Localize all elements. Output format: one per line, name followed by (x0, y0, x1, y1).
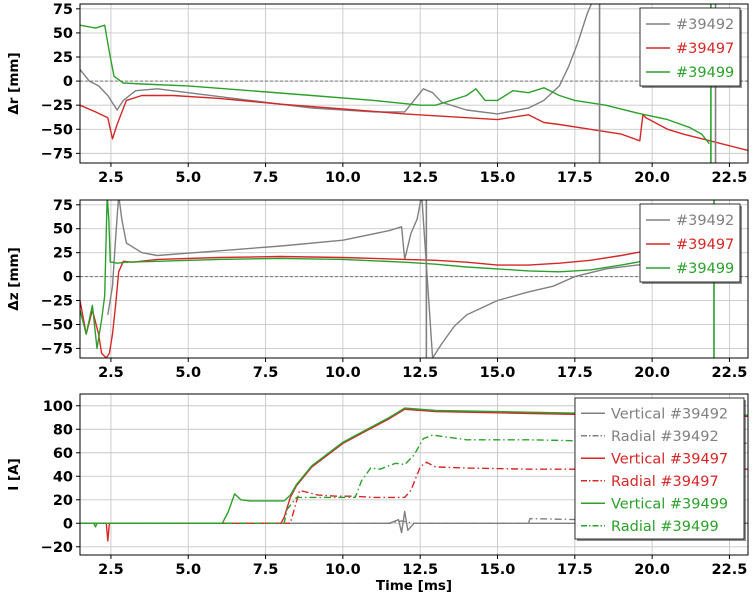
axes-frame (79, 3, 749, 164)
x-tick-label: 10.0 (325, 365, 361, 381)
y-tick-label: 20 (53, 493, 73, 509)
x-tick-label: 5.0 (175, 562, 201, 578)
y-tick-label: −20 (41, 540, 73, 556)
x-tick-label: 12.5 (402, 170, 438, 186)
x-tick-label: 5.0 (175, 170, 201, 186)
y-tick-label: −50 (41, 122, 73, 138)
y-tick-label: 100 (43, 399, 73, 415)
series-line-6 (80, 434, 748, 524)
legend-entry-label: Vertical #39492 (611, 406, 728, 422)
panel-3: 2.5 5.0 7.5 10.0 12.5 15.0 17.5 20.0 22.5 −20 0 20 4… (6, 393, 749, 594)
x-tick-label: 2.5 (98, 170, 124, 186)
x-tick-label: 15.0 (480, 562, 516, 578)
legend-entry-label: #39492 (676, 17, 734, 33)
y-tick-label: 25 (53, 246, 73, 262)
x-tick-label: 10.0 (325, 562, 361, 578)
x-tick-label: 17.5 (557, 365, 593, 381)
series-line-2 (80, 94, 748, 152)
legend-entry-label: #39492 (676, 213, 734, 229)
y-tick-label: 0 (63, 74, 73, 90)
legend-entry-label: Radial #39499 (611, 519, 719, 535)
y-tick-label: −25 (41, 98, 73, 114)
y-tick-label: 0 (63, 516, 73, 532)
legend-entry-label: #39497 (676, 237, 734, 253)
series-line-1 (80, 4, 593, 115)
y-tick-label: 50 (53, 26, 73, 42)
x-axis-label: Time [ms] (376, 578, 452, 594)
y-tick-label: 25 (53, 50, 73, 66)
x-tick-label: 20.0 (634, 562, 670, 578)
x-tick-label: 2.5 (98, 365, 124, 381)
axes-frame (79, 199, 749, 359)
series-line-2 (80, 228, 718, 358)
y-axis-label: Δr [mm] (6, 52, 22, 114)
y-tick-label: 0 (63, 270, 73, 286)
x-tick-label: 22.5 (712, 170, 748, 186)
legend-entry-label: #39499 (676, 65, 734, 81)
legend-box (639, 203, 741, 283)
y-tick-label: 75 (53, 198, 73, 214)
x-tick-label: 12.5 (402, 365, 438, 381)
y-axis-label: Δz [mm] (6, 247, 22, 310)
legend-entry-label: #39497 (676, 41, 734, 57)
legend: Vertical #39492 Radial #39492 Vertical #39… (574, 397, 746, 541)
series-line-3 (80, 24, 710, 145)
x-tick-label: 15.0 (480, 365, 516, 381)
legend-box (574, 397, 745, 540)
x-tick-label: 7.5 (253, 365, 279, 381)
x-tick-label: 22.5 (712, 562, 748, 578)
y-tick-label: 60 (53, 446, 73, 462)
x-tick-label: 5.0 (175, 365, 201, 381)
y-tick-label: −25 (41, 294, 73, 310)
y-axis-label: I [A] (6, 458, 22, 491)
x-tick-label: 17.5 (557, 170, 593, 186)
legend-entry-label: Radial #39492 (611, 429, 719, 445)
panel-1: 2.5 5.0 7.5 10.0 12.5 15.0 17.5 20.0 22.5 −75 −50 −… (6, 2, 749, 186)
y-tick-label: 50 (53, 222, 73, 238)
x-tick-label: 15.0 (480, 170, 516, 186)
series-line-1 (107, 200, 715, 358)
axes-frame (79, 393, 749, 556)
legend-entry-label: Vertical #39499 (611, 496, 728, 512)
y-tick-label: 40 (53, 469, 73, 485)
series-line-2 (80, 517, 748, 524)
legend-entry-label: #39499 (676, 261, 734, 277)
legend: #39492 #39497 #39499 (639, 203, 742, 284)
x-tick-label: 12.5 (402, 562, 438, 578)
legend-entry-label: Vertical #39497 (611, 451, 728, 467)
x-tick-label: 2.5 (98, 562, 124, 578)
legend-entry-label: Radial #39497 (611, 474, 719, 490)
series-line-3 (80, 200, 712, 350)
x-tick-label: 10.0 (325, 170, 361, 186)
y-tick-label: −50 (41, 317, 73, 333)
x-tick-label: 7.5 (253, 562, 279, 578)
y-tick-label: −75 (41, 341, 73, 357)
x-tick-label: 22.5 (712, 365, 748, 381)
panel-2: 2.5 5.0 7.5 10.0 12.5 15.0 17.5 20.0 22.5 −75 −50 −… (6, 198, 749, 381)
x-tick-label: 7.5 (253, 170, 279, 186)
x-tick-label: 20.0 (634, 365, 670, 381)
legend: #39492 #39497 #39499 (639, 7, 742, 88)
x-tick-label: 20.0 (634, 170, 670, 186)
x-tick-label: 17.5 (557, 562, 593, 578)
y-tick-label: 75 (53, 2, 73, 18)
y-tick-label: 80 (53, 422, 73, 438)
legend-box (639, 7, 741, 87)
y-tick-label: −75 (41, 146, 73, 162)
